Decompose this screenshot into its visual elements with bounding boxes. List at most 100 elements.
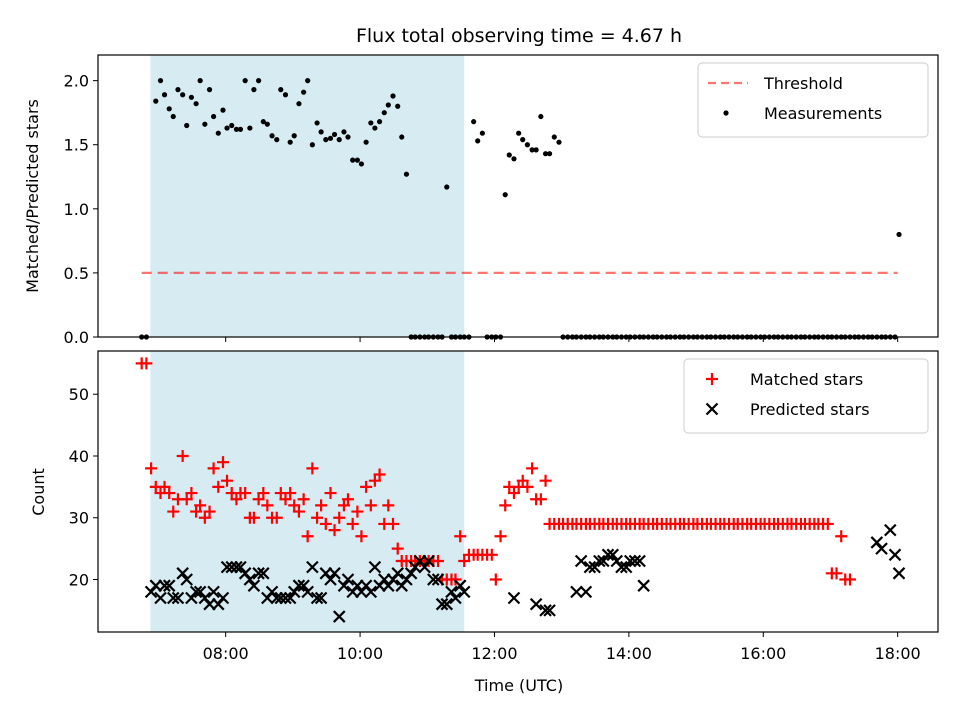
predicted-stars-point [888, 548, 902, 562]
matched-stars-point [230, 493, 243, 506]
matched-stars-point [526, 462, 539, 475]
matched-stars-point [534, 493, 547, 506]
predicted-stars-point [539, 604, 552, 617]
measurements-point [202, 121, 208, 127]
matched-stars-point [194, 499, 207, 512]
measurements-point [301, 89, 307, 95]
y-tick-label: 50 [69, 385, 89, 404]
measurements-point [556, 139, 562, 145]
matched-stars-point [373, 468, 386, 481]
measurements-point [390, 93, 396, 99]
predicted-stars-points [144, 523, 906, 623]
measurements-point [341, 129, 347, 135]
measurements-point [529, 147, 535, 153]
legend-handle-predicted-stars [705, 402, 719, 416]
predicted-stars-point [449, 591, 462, 605]
matched-stars-point [185, 487, 198, 500]
measurements-point [546, 151, 553, 157]
predicted-stars-point [220, 560, 234, 574]
measurements-point [336, 137, 342, 143]
measurements-point [256, 78, 262, 84]
y-tick-label: 20 [69, 571, 89, 590]
matched-stars-point [284, 487, 297, 500]
predicted-stars-point [368, 560, 382, 574]
predicted-stars-point [615, 560, 628, 574]
predicted-stars-point [207, 585, 220, 599]
predicted-stars-point [279, 591, 292, 605]
predicted-stars-point [158, 579, 171, 592]
legend-handle-measurements [723, 110, 729, 116]
matched-stars-point [328, 524, 341, 537]
predicted-stars-point [884, 523, 897, 537]
matched-stars-point [288, 499, 301, 512]
matched-stars-point [190, 505, 203, 518]
measurements-point [376, 119, 383, 125]
top-panel-highlight [150, 55, 465, 337]
measurements-point [314, 120, 320, 126]
legend-label: Matched stars [750, 370, 863, 389]
measurements-point [516, 130, 522, 136]
predicted-stars-point [162, 579, 176, 592]
matched-stars-point [516, 474, 529, 487]
matched-stars-point [315, 499, 328, 512]
measurements-point [278, 87, 284, 93]
predicted-stars-point [440, 597, 454, 611]
measurements-point [309, 142, 315, 148]
measurements-point [381, 110, 387, 116]
predicted-stars-point [306, 560, 319, 574]
matched-stars-point [387, 517, 400, 530]
measurements-point [237, 126, 244, 132]
predicted-stars-point [274, 591, 288, 605]
bottom-panel-ticks: 20 30 40 50 08:00 10:00 12:00 14:00 16:00 18:00 [69, 385, 921, 663]
matched-stars-point [360, 480, 373, 493]
matched-stars-point [163, 487, 176, 500]
measurements-point [331, 131, 338, 138]
matched-stars-point [198, 511, 211, 524]
matched-stars-point [458, 554, 471, 567]
measurements-point [210, 113, 217, 120]
measurements-point [399, 134, 405, 140]
matched-stars-point [382, 499, 395, 512]
predicted-stars-point [324, 573, 337, 586]
measurements-point [318, 129, 324, 135]
measurements-point [475, 138, 481, 144]
predicted-stars-point [507, 591, 521, 605]
measurements-point [542, 151, 549, 157]
measurements-point [242, 78, 248, 84]
measurements-point [395, 103, 401, 109]
measurements-point [220, 107, 226, 113]
matched-stars-point [494, 530, 507, 543]
matched-stars-point [180, 493, 193, 506]
measurements-point [206, 87, 213, 93]
matched-stars-point [167, 505, 180, 518]
legend-label: Predicted stars [750, 400, 870, 419]
matched-stars-point [207, 462, 220, 475]
measurements-point [264, 121, 270, 127]
matched-stars-point [507, 487, 520, 500]
matched-stars-point [140, 357, 153, 370]
x-tick-label: 16:00 [740, 644, 786, 663]
bottom-panel-frame [97, 350, 939, 633]
measurements-point [291, 133, 297, 139]
measurements-point [305, 78, 311, 84]
top-panel-ylabel: Matched/Predicted stars [23, 99, 42, 293]
predicted-stars-point [404, 567, 418, 580]
measurements-point [247, 125, 253, 131]
y-tick-label: 40 [69, 447, 89, 466]
predicted-stars-point [189, 585, 203, 599]
matched-stars-point [221, 474, 234, 487]
matched-stars-point [247, 511, 260, 524]
measurements-point [444, 184, 450, 190]
predicted-stars-point [310, 591, 324, 605]
matched-stars-point [145, 462, 158, 475]
predicted-stars-point [252, 567, 265, 580]
bottom-panel-legend: Matched stars Predicted stars [683, 358, 929, 434]
measurements-point [471, 119, 477, 125]
predicted-stars-point [247, 579, 261, 592]
measurements-point [358, 161, 365, 167]
matched-stars-point [292, 505, 305, 518]
measurements-point [479, 130, 485, 136]
measurements-point [533, 147, 539, 153]
measurements-point [372, 125, 378, 131]
